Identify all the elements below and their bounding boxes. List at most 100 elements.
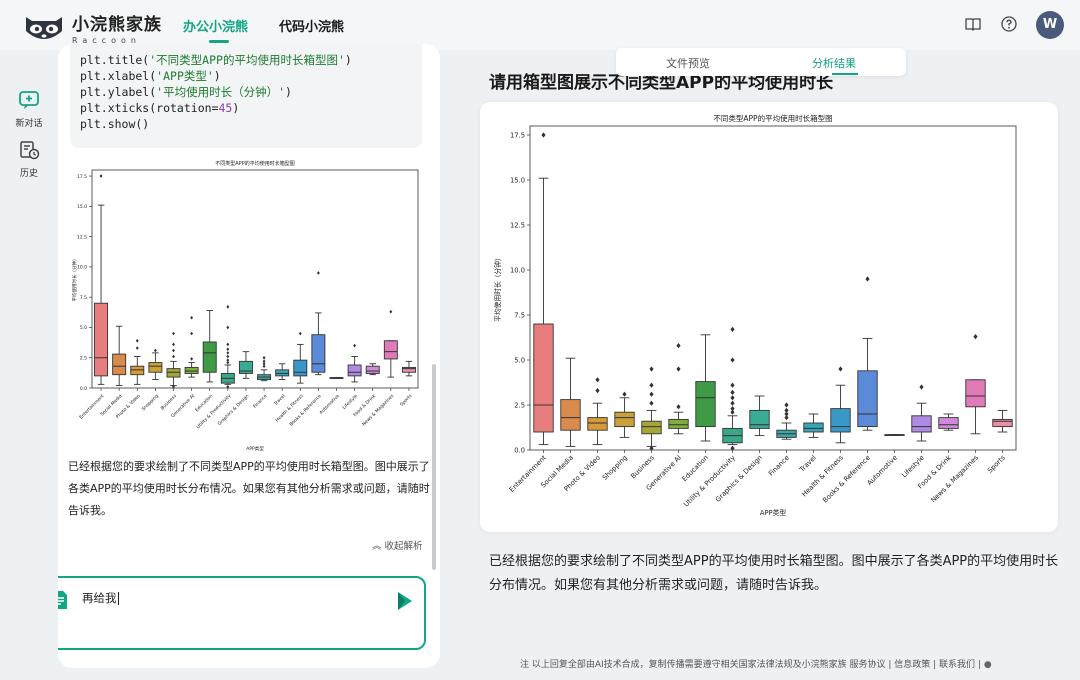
y-tick-label: 15.0 [77, 204, 87, 210]
tab-label: 办公小浣熊 [183, 20, 249, 35]
box [383, 340, 398, 360]
x-tick-label: Graphics & Design [217, 393, 251, 427]
y-tick-label: 0.0 [80, 386, 87, 392]
footer: 注 以上回复全部由AI技术合成，复制传播需要遵守相关国家法律法规及小浣熊家族 服… [520, 657, 992, 670]
outlier-point [649, 391, 654, 397]
x-tick-label: Finance [767, 454, 791, 478]
outlier-point [135, 346, 139, 350]
user-avatar[interactable]: W [1036, 11, 1064, 39]
box [614, 411, 635, 428]
tab-analysis-result[interactable]: 分析结果 [812, 55, 858, 75]
outlier-point [172, 384, 175, 389]
outlier-point [389, 309, 393, 314]
tab-label: 代码小浣熊 [279, 20, 345, 35]
app-logo[interactable]: 小浣熊家族 Raccoon [22, 10, 162, 45]
outlier-point [649, 382, 654, 388]
box [992, 418, 1013, 428]
outlier-point [172, 348, 175, 353]
outlier-point [730, 409, 735, 415]
box [347, 364, 362, 377]
outlier-point [262, 359, 266, 364]
plot-area-frame [91, 169, 419, 389]
outlier-point [226, 384, 230, 389]
preview-tabs: 文件预览 分析结果 [616, 48, 906, 76]
outlier-point [262, 361, 266, 366]
tab-office-raccoon[interactable]: 办公小浣熊 [183, 16, 249, 43]
outlier-point [135, 338, 139, 343]
x-tick-label: Graphics & Design [714, 454, 764, 504]
outlier-point [353, 343, 357, 348]
outlier-point [226, 360, 230, 365]
x-tick-label: Business [629, 453, 656, 480]
outlier-point [784, 415, 789, 421]
box [587, 417, 608, 431]
x-tick-label: Sports [986, 453, 1007, 474]
chat-panel: plt.title('不同类型APP的平均使用时长箱型图') plt.xlabe… [58, 44, 440, 668]
chart-title: 不同类型APP的平均使用时长箱型图 [713, 113, 832, 123]
outlier-point [226, 351, 230, 355]
x-axis-label: APP类型 [760, 508, 787, 517]
x-tick-label: Books & Reference [821, 454, 872, 505]
outlier-point [622, 391, 627, 397]
active-tab-indicator [832, 73, 858, 75]
outlier-point [226, 354, 230, 359]
outlier-point [730, 382, 735, 388]
box [857, 370, 878, 428]
outlier-point [153, 348, 157, 353]
x-tick-label: Utility & Productivity [195, 393, 232, 430]
send-icon[interactable] [396, 590, 414, 612]
sidebar-item-new-chat[interactable]: 新对话 [8, 86, 50, 129]
x-tick-label: Travel [797, 454, 818, 475]
x-tick-label: News & Magazines [361, 393, 396, 428]
y-tick-label: 15.0 [510, 177, 525, 185]
outlier-point [172, 331, 175, 336]
chart-thumbnail[interactable]: 不同类型APP的平均使用时长箱型图 0.0 2.5 5.0 7.5 10.0 12.5 15.… [70, 158, 422, 458]
x-tick-label: Utility & Productivity [682, 454, 737, 509]
outlier-point [649, 400, 654, 406]
document-icon [58, 590, 68, 610]
collapse-label: 收起解析 [384, 541, 423, 552]
collapse-analysis-button[interactable]: ︽ 收起解析 [372, 538, 423, 552]
outlier-point [172, 342, 175, 347]
top-bar: 小浣熊家族 Raccoon 办公小浣熊 代码小浣熊 W [0, 0, 1080, 50]
outlier-point [190, 331, 194, 336]
outlier-point [838, 366, 843, 372]
box [803, 422, 824, 433]
code-line: plt.show() [80, 117, 150, 131]
x-tick-label: Lifestyle [900, 454, 926, 480]
y-tick-label: 2.5 [514, 402, 525, 410]
outlier-point [784, 411, 789, 417]
outlier-point [190, 357, 194, 361]
box [965, 379, 986, 408]
outlier-point [730, 395, 735, 401]
message-input[interactable]: 再给我 [58, 576, 426, 650]
code-line: plt.xticks(rotation=45) [80, 101, 240, 115]
y-tick-label: 7.5 [514, 312, 525, 320]
book-icon[interactable] [964, 15, 982, 33]
code-line: plt.xlabel('APP类型') [80, 69, 221, 83]
outlier-point [226, 342, 230, 347]
message-input-text[interactable]: 再给我 [82, 591, 119, 605]
outlier-point [595, 388, 600, 394]
outlier-point [730, 357, 735, 363]
code-line: plt.ylabel('平均使用时长（分钟）') [80, 85, 292, 99]
box [695, 381, 716, 428]
tab-file-preview[interactable]: 文件预览 [666, 57, 710, 70]
sidebar-item-history[interactable]: 历史 [8, 136, 50, 179]
x-tick-label: News & Magazines [929, 453, 980, 504]
plot-area-frame [529, 125, 1017, 451]
chart-card: 不同类型APP的平均使用时长箱型图 0.0 2.5 5.0 7.5 10.0 12.5 15.… [480, 102, 1058, 532]
x-tick-label: Business [160, 393, 179, 412]
outlier-point [298, 331, 302, 336]
sidebar-item-label: 历史 [19, 169, 38, 179]
tab-code-raccoon[interactable]: 代码小浣熊 [279, 16, 344, 35]
help-icon[interactable] [1000, 15, 1018, 33]
app-title: 小浣熊家族 [72, 15, 162, 35]
wechat-icon[interactable]: ● [983, 660, 992, 670]
outlier-point [730, 389, 735, 395]
y-tick-label: 7.5 [80, 295, 87, 301]
outlier-point [973, 334, 978, 340]
outlier-point [730, 445, 735, 451]
chat-scrollbar[interactable] [432, 364, 436, 570]
result-reply: 已经根据您的要求绘制了不同类型APP的平均使用时长箱型图。图中展示了各类APP的… [489, 554, 1059, 593]
